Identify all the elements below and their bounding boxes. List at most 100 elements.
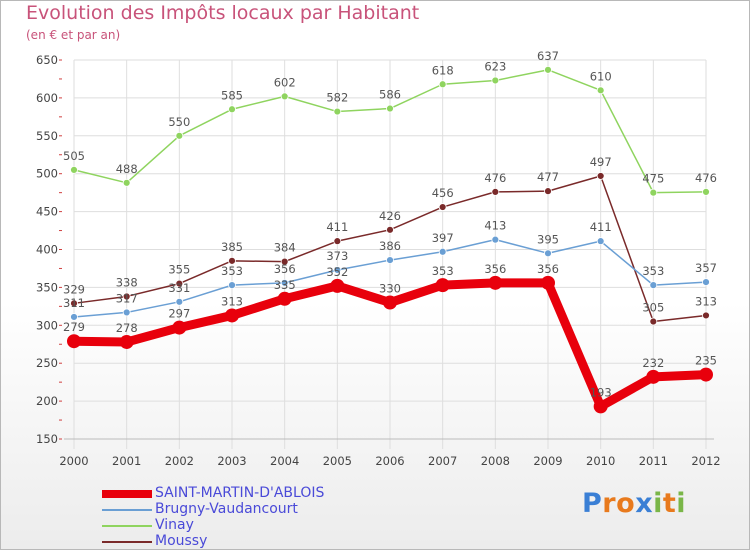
x-axis: 2000 2001 2002 2003 2004 2005 2006 2007 2008 2009…: [59, 438, 721, 468]
data-point: [702, 311, 710, 320]
data-point: [70, 313, 78, 321]
data-label: 386: [379, 239, 401, 253]
data-label: 330: [379, 282, 401, 296]
data-point: [699, 367, 713, 382]
data-point: [491, 235, 500, 244]
data-label: 397: [432, 231, 454, 245]
grid: [73, 59, 707, 449]
data-point: [541, 275, 555, 290]
data-point: [386, 225, 394, 234]
data-point: [330, 278, 345, 293]
legend-swatch: [102, 490, 152, 498]
legend-swatch: [102, 525, 152, 527]
legend-swatch: [102, 509, 152, 511]
data-label: 411: [590, 220, 612, 234]
data-point: [649, 188, 658, 197]
data-point: [544, 65, 552, 74]
data-point: [649, 317, 658, 326]
x-tick-label: 2007: [428, 454, 457, 468]
data-label: 497: [590, 155, 612, 169]
legend-label-vinay: Vinay: [155, 517, 194, 533]
data-point: [438, 80, 447, 89]
x-tick-label: 2011: [639, 454, 668, 468]
data-point: [280, 257, 289, 266]
data-label: 384: [274, 241, 296, 255]
data-point: [225, 308, 239, 323]
data-labels: 279 278 297 313 335 352 330 353 356 356 193 232 235 3…: [63, 49, 717, 400]
x-tick-label: 2009: [533, 454, 562, 468]
data-point: [70, 299, 78, 308]
legend-label-saint-martin: SAINT-MARTIN-D'ABLOIS: [155, 485, 325, 501]
x-tick-label: 2012: [691, 454, 720, 468]
data-point: [175, 131, 184, 140]
x-tick-label: 2008: [481, 454, 510, 468]
data-label: 356: [484, 262, 506, 276]
y-tick-label: 600: [36, 91, 58, 105]
data-label: 476: [484, 171, 506, 185]
chart-title: Evolution des Impôts locaux par Habitant: [26, 2, 420, 24]
data-label: 585: [221, 88, 243, 102]
data-label: 582: [326, 91, 348, 105]
y-tick-label: 650: [36, 53, 58, 67]
legend-label-brugny: Brugny-Vaudancourt: [155, 501, 298, 517]
data-label: 317: [116, 291, 138, 305]
data-point: [122, 308, 131, 317]
data-label: 329: [63, 282, 85, 296]
data-point: [70, 166, 78, 174]
data-label: 488: [116, 162, 138, 176]
data-point: [491, 76, 500, 85]
y-tick-label: 500: [36, 167, 58, 181]
data-point: [333, 237, 342, 246]
data-label: 353: [642, 264, 664, 278]
data-point: [122, 292, 131, 301]
x-tick-label: 2004: [270, 454, 299, 468]
data-label: 385: [221, 240, 243, 254]
x-tick-label: 2000: [59, 454, 88, 468]
y-tick-label: 250: [36, 356, 58, 370]
data-label: 426: [379, 209, 401, 223]
data-point: [596, 86, 605, 95]
data-point: [228, 281, 236, 290]
data-point: [280, 92, 289, 101]
data-label: 353: [432, 264, 454, 278]
data-point: [228, 256, 236, 265]
data-point: [333, 266, 342, 274]
y-tick-label: 350: [36, 280, 58, 294]
data-point: [119, 334, 134, 349]
data-point: [228, 105, 236, 114]
data-point: [544, 249, 552, 258]
data-label: 311: [63, 296, 85, 310]
data-label: 356: [274, 262, 296, 276]
data-point: [383, 295, 397, 310]
data-point: [596, 237, 605, 246]
y-axis: 150 200 250 300 350 400 450 500 550 600 650: [36, 53, 62, 446]
y-tick-label: 400: [36, 243, 58, 257]
data-point: [67, 334, 81, 349]
data-label: 550: [168, 115, 190, 129]
data-label: 610: [590, 69, 612, 83]
y-tick-label: 450: [36, 205, 58, 219]
data-point: [491, 187, 500, 196]
chart-subtitle: (en € et par an): [26, 28, 121, 42]
data-label: 475: [642, 172, 664, 186]
x-tick-label: 2005: [323, 454, 352, 468]
data-point: [172, 320, 187, 335]
data-point: [122, 178, 131, 187]
data-label: 193: [590, 385, 612, 399]
data-label: 335: [274, 278, 296, 292]
data-label: 313: [221, 294, 243, 308]
data-label: 411: [326, 220, 348, 234]
proxiti-logo: Proxiti: [582, 488, 687, 519]
x-tick-label: 2002: [165, 454, 194, 468]
data-label: 618: [432, 63, 454, 77]
data-point: [280, 278, 289, 287]
data-label: 357: [695, 261, 717, 275]
data-point: [438, 247, 447, 256]
data-point: [386, 104, 394, 113]
data-label: 279: [63, 320, 85, 334]
data-label: 602: [274, 75, 296, 89]
data-point: [649, 281, 658, 290]
data-point: [544, 187, 552, 196]
data-label: 331: [168, 281, 190, 295]
